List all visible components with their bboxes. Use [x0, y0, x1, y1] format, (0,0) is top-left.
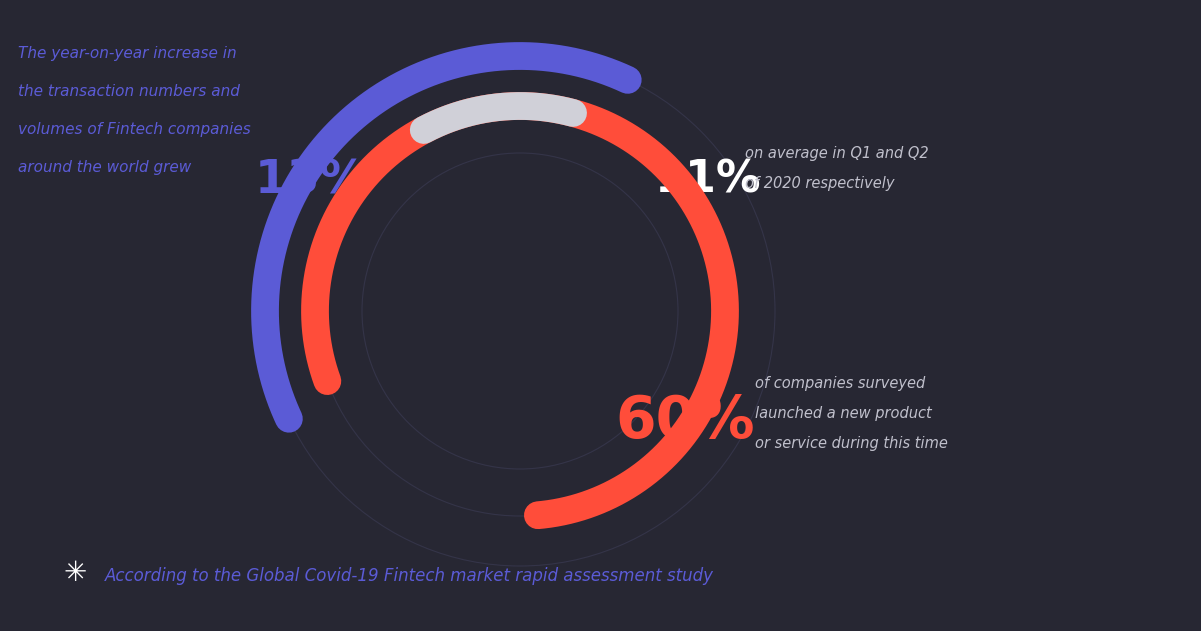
Text: of 2020 respectively: of 2020 respectively	[745, 176, 895, 191]
Text: around the world grew: around the world grew	[18, 160, 191, 175]
Text: 11%: 11%	[655, 159, 761, 202]
Text: The year-on-year increase in: The year-on-year increase in	[18, 46, 237, 61]
Text: volumes of Fintech companies: volumes of Fintech companies	[18, 122, 251, 137]
Text: 60%: 60%	[615, 393, 754, 450]
Text: According to the Global Covid-19 Fintech market rapid assessment study: According to the Global Covid-19 Fintech…	[104, 567, 715, 585]
Text: ✳: ✳	[64, 559, 86, 587]
Text: the transaction numbers and: the transaction numbers and	[18, 84, 240, 99]
Text: launched a new product: launched a new product	[755, 406, 932, 421]
Text: or service during this time: or service during this time	[755, 436, 948, 451]
Text: of companies surveyed: of companies surveyed	[755, 376, 925, 391]
Text: on average in Q1 and Q2: on average in Q1 and Q2	[745, 146, 928, 161]
Text: 13%: 13%	[255, 159, 368, 204]
